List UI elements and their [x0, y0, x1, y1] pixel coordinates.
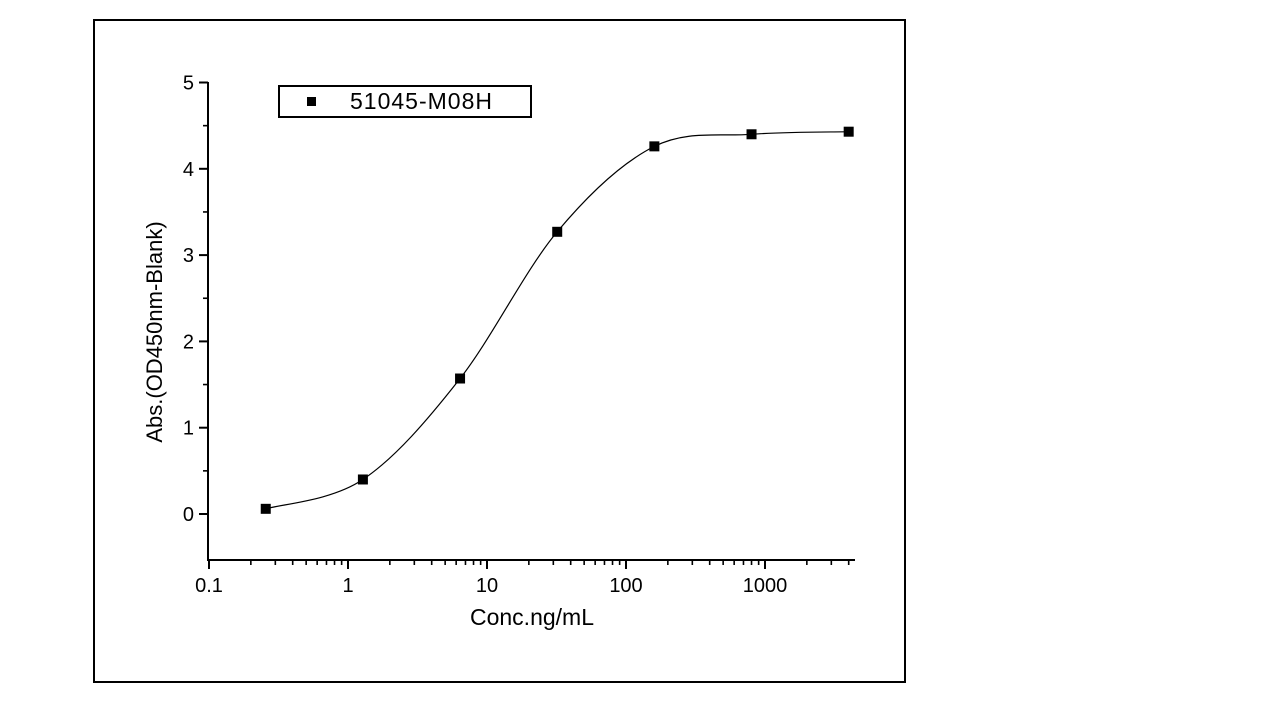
data-point-marker	[746, 129, 757, 140]
x-tick-label: 10	[476, 575, 498, 597]
y-tick-label: 3	[183, 245, 194, 267]
data-point-marker	[649, 141, 660, 152]
y-tick-label: 2	[183, 331, 194, 353]
x-tick-label: 100	[609, 575, 642, 597]
data-point-marker	[843, 126, 854, 137]
y-axis-title: Abs.(OD450nm-Blank)	[142, 221, 167, 443]
y-tick-label: 5	[183, 73, 194, 95]
legend: 51045-M08H	[278, 85, 532, 118]
y-tick-label: 0	[183, 504, 194, 526]
x-axis-title: Conc.ng/mL	[469, 604, 594, 630]
data-point-marker	[455, 373, 466, 384]
y-tick-label: 4	[183, 159, 194, 181]
figure-frame	[93, 19, 906, 683]
fit-curve	[265, 131, 849, 510]
data-point-marker	[260, 503, 271, 514]
data-point-marker	[357, 474, 368, 485]
x-tick-label: 0.1	[195, 575, 223, 597]
y-tick-label: 1	[183, 418, 194, 440]
legend-label: 51045-M08H	[350, 88, 493, 114]
data-point-marker	[552, 226, 563, 237]
legend-square-marker-icon	[307, 97, 316, 106]
x-tick-label: 1000	[743, 575, 788, 597]
x-tick-label: 1	[342, 575, 353, 597]
